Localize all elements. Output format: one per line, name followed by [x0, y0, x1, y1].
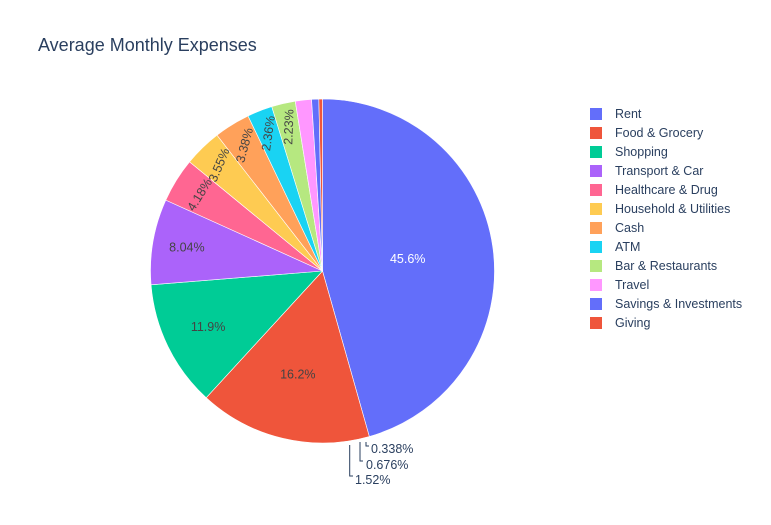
- slice-food-grocery[interactable]: [205, 270, 370, 444]
- legend-item-cash[interactable]: Cash: [590, 221, 644, 235]
- pie-outside-labels: 1.52%0.676% 0.338%: [349, 442, 413, 487]
- legend-item-bar-restaurants[interactable]: Bar & Restaurants: [590, 259, 717, 273]
- legend-label: Cash: [615, 221, 644, 235]
- legend-swatch: [590, 260, 602, 272]
- slice-shopping[interactable]: [150, 270, 324, 399]
- legend-item-household-utilities[interactable]: Household & Utilities: [590, 202, 730, 216]
- slice-food-grocery-label: 16.2%: [280, 368, 315, 382]
- legend-item-rent[interactable]: Rent: [590, 107, 642, 121]
- legend-label: Healthcare & Drug: [615, 183, 718, 197]
- legend-item-travel[interactable]: Travel: [590, 278, 649, 292]
- slice-transport-car-label: 8.04%: [169, 240, 204, 254]
- legend-label: Transport & Car: [615, 164, 703, 178]
- legend-item-atm[interactable]: ATM: [590, 240, 640, 254]
- legend-item-food-grocery[interactable]: Food & Grocery: [590, 126, 704, 140]
- chart-legend: Rent Food & Grocery Shopping Transport & Ca…: [590, 107, 742, 330]
- slice-bar-restaurants-label: 2.23%: [281, 109, 296, 145]
- legend-label: Travel: [615, 278, 649, 292]
- chart-title: Average Monthly Expenses: [38, 35, 257, 55]
- legend-label: Savings & Investments: [615, 297, 742, 311]
- slice-travel-connector: [349, 445, 353, 477]
- legend-label: Household & Utilities: [615, 202, 730, 216]
- legend-swatch: [590, 127, 602, 139]
- slice-giving-connector: [365, 442, 369, 447]
- legend-item-healthcare-drug[interactable]: Healthcare & Drug: [590, 183, 718, 197]
- legend-swatch: [590, 146, 602, 158]
- legend-label: ATM: [615, 240, 640, 254]
- slice-savings-investments-connector: [359, 442, 363, 462]
- legend-swatch: [590, 222, 602, 234]
- legend-swatch: [590, 241, 602, 253]
- legend-item-shopping[interactable]: Shopping: [590, 145, 668, 159]
- legend-item-savings-investments[interactable]: Savings & Investments: [590, 297, 742, 311]
- legend-item-transport-car[interactable]: Transport & Car: [590, 164, 703, 178]
- slice-travel-label: 1.52%: [355, 473, 390, 487]
- pie-slices: [150, 98, 495, 444]
- slice-rent-label: 45.6%: [390, 252, 425, 266]
- legend-item-giving[interactable]: Giving: [590, 316, 650, 330]
- legend-swatch: [590, 184, 602, 196]
- legend-label: Giving: [615, 316, 650, 330]
- slice-giving[interactable]: [318, 98, 323, 272]
- slice-atm-label: 2.36%: [259, 115, 278, 152]
- legend-swatch: [590, 203, 602, 215]
- slice-rent[interactable]: [322, 98, 495, 437]
- legend-label: Shopping: [615, 145, 668, 159]
- legend-swatch: [590, 317, 602, 329]
- slice-shopping-label: 11.9%: [191, 320, 226, 334]
- slice-giving-label: 0.338%: [371, 442, 413, 456]
- slice-savings-investments-label: 0.676%: [366, 458, 408, 472]
- legend-swatch: [590, 298, 602, 310]
- legend-swatch: [590, 165, 602, 177]
- pie-inside-labels: 45.6%16.2%11.9%8.04%4.18%3.55%3.38% 2.36%…: [169, 109, 425, 382]
- legend-label: Rent: [615, 107, 642, 121]
- legend-label: Bar & Restaurants: [615, 259, 717, 273]
- legend-label: Food & Grocery: [615, 126, 704, 140]
- legend-swatch: [590, 108, 602, 120]
- legend-swatch: [590, 279, 602, 291]
